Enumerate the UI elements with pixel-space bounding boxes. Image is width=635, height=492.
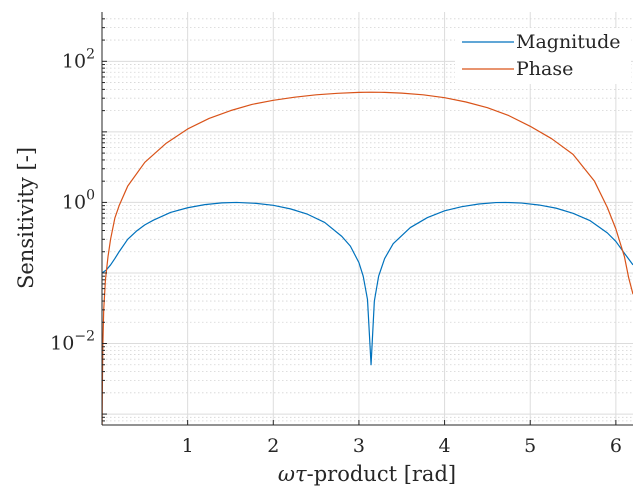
x-axis-ticks: 1 2 3 4 5 6 xyxy=(182,420,622,457)
y-axis-label: Sensitivity [-] xyxy=(14,147,38,289)
x-tick-label: 5 xyxy=(524,435,536,457)
y-tick-label: 102 xyxy=(62,46,95,72)
x-tick-label: 6 xyxy=(610,435,622,457)
legend-background xyxy=(455,28,631,84)
major-grid xyxy=(102,12,633,425)
x-tick-label: 3 xyxy=(353,435,365,457)
x-tick-label: 4 xyxy=(439,435,451,457)
series-layer xyxy=(102,91,633,425)
y-axis-ticks: 10−2 100 102 xyxy=(50,18,107,422)
legend-label-phase: Phase xyxy=(516,58,573,80)
legend: Magnitude Phase xyxy=(455,28,631,84)
y-tick-label: 10−2 xyxy=(50,329,95,355)
x-axis-label: ωτ-product [rad] xyxy=(278,462,456,486)
x-tick-label: 2 xyxy=(267,435,279,457)
legend-label-magnitude: Magnitude xyxy=(516,31,621,53)
series-line-phase xyxy=(102,91,633,425)
series-line-magnitude xyxy=(102,201,633,366)
x-tick-label: 1 xyxy=(182,435,194,457)
y-tick-label: 100 xyxy=(62,187,95,213)
